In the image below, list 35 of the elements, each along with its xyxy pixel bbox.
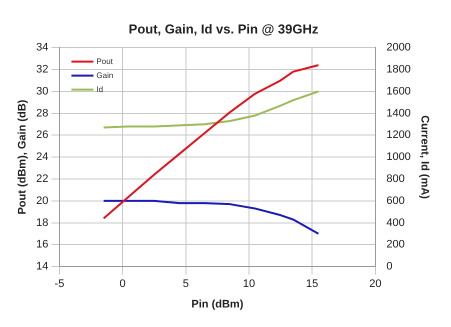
y2-tick-label: 1800 bbox=[386, 64, 411, 76]
y-tick-label: 30 bbox=[36, 85, 48, 98]
y-tick-label: 16 bbox=[36, 238, 48, 251]
x-tick-label: 5 bbox=[182, 278, 189, 290]
legend-label: Id bbox=[96, 84, 104, 94]
y2-tick-label: 600 bbox=[386, 194, 405, 207]
x-tick-label: 15 bbox=[306, 278, 318, 290]
legend-label: Pout bbox=[96, 56, 114, 66]
y-tick-label: 24 bbox=[36, 151, 48, 164]
y2-tick-label: 800 bbox=[386, 173, 405, 186]
x-tick-label: -5 bbox=[54, 278, 64, 290]
y2-axis-title: Current, Id (mA) bbox=[418, 115, 430, 200]
legend-label: Gain bbox=[96, 70, 114, 80]
y-axis-title: Pout (dBm), Gain (dB) bbox=[16, 99, 29, 215]
y2-tick-label: 0 bbox=[386, 260, 392, 273]
y2-tick-label: 1600 bbox=[386, 85, 411, 98]
y2-tick-label: 1200 bbox=[386, 129, 411, 142]
y-tick-label: 20 bbox=[36, 194, 48, 207]
y-tick-label: 28 bbox=[36, 107, 48, 120]
y-tick-label: 32 bbox=[36, 64, 48, 76]
x-tick-label: 10 bbox=[242, 278, 256, 290]
y2-tick-label: 200 bbox=[386, 238, 405, 251]
y2-tick-label: 1400 bbox=[386, 107, 411, 120]
y-tick-label: 14 bbox=[36, 260, 48, 273]
y-tick-label: 22 bbox=[36, 173, 48, 186]
x-axis-title: Pin (dBm) bbox=[191, 298, 244, 310]
chart-title: Pout, Gain, Id vs. Pin @ 39GHz bbox=[128, 21, 319, 36]
y-tick-label: 18 bbox=[36, 216, 48, 229]
y2-tick-label: 1000 bbox=[386, 151, 411, 164]
x-tick-label: 20 bbox=[369, 278, 382, 290]
x-tick-label: 0 bbox=[120, 278, 126, 290]
y2-tick-label: 2000 bbox=[386, 42, 411, 54]
y-tick-label: 34 bbox=[36, 42, 48, 54]
y2-tick-label: 400 bbox=[386, 216, 405, 229]
y-tick-label: 26 bbox=[36, 129, 48, 142]
